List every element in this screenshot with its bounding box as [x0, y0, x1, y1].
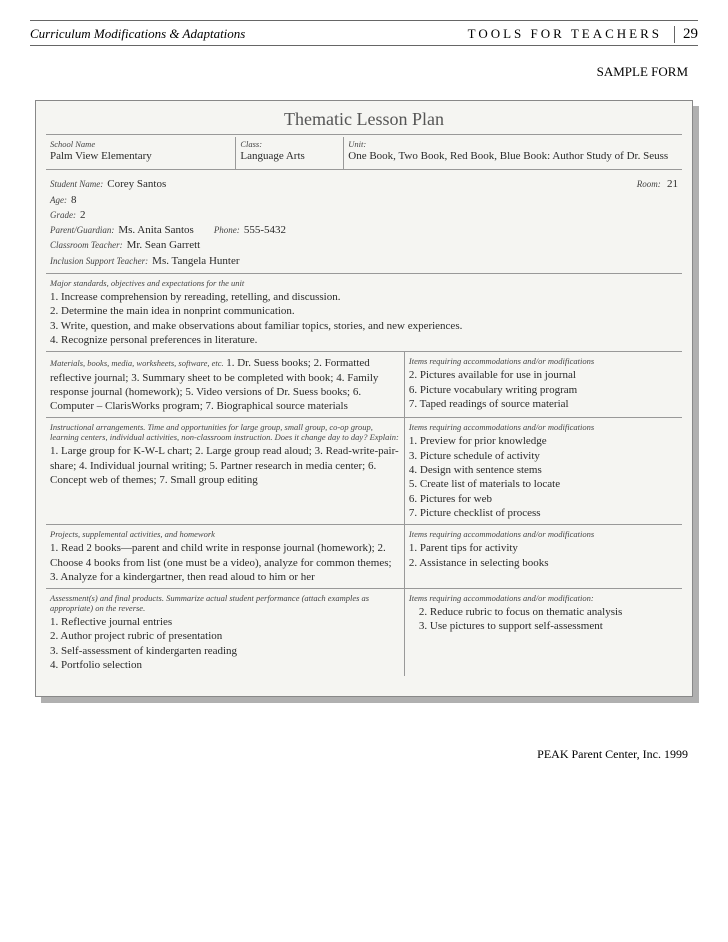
phone-label: Phone: [214, 225, 240, 235]
lesson-plan-form: Thematic Lesson Plan School Name Palm Vi… [35, 100, 693, 697]
standards-text: 1. Increase comprehension by rereading, … [50, 290, 678, 347]
assessment-right: Items requiring accommodations and/or mo… [405, 589, 682, 676]
room-label: Room: [637, 179, 661, 189]
student-info-block: Student Name: Corey Santos Room: 21 Age:… [46, 170, 682, 274]
standards-label: Major standards, objectives and expectat… [50, 278, 678, 288]
inclusion-line: Inclusion Support Teacher: Ms. Tangela H… [50, 254, 678, 268]
teacher-value: Mr. Sean Garrett [127, 238, 201, 252]
form-top-row: School Name Palm View Elementary Class: … [46, 137, 682, 170]
header-series-title: TOOLS FOR TEACHERS [468, 26, 670, 42]
parent-label: Parent/Guardian: [50, 225, 114, 235]
materials-left: Materials, books, media, worksheets, sof… [46, 352, 405, 417]
projects-text: 1. Read 2 books—parent and child write i… [50, 541, 400, 584]
age-line: Age: 8 [50, 193, 678, 207]
materials-label: Materials, books, media, worksheets, sof… [50, 358, 224, 368]
assessment-label: Assessment(s) and final products. Summar… [50, 593, 400, 613]
materials-right: Items requiring accommodations and/or mo… [405, 352, 682, 417]
materials-acc-text: 2. Pictures available for use in journal… [409, 368, 678, 411]
projects-section: Projects, supplemental activities, and h… [46, 525, 682, 589]
instructional-section: Instructional arrangements. Time and opp… [46, 418, 682, 525]
grade-label: Grade: [50, 210, 76, 220]
student-name-value: Corey Santos [107, 177, 166, 191]
page-number: 29 [674, 26, 698, 43]
grade-value: 2 [80, 208, 86, 222]
teacher-line: Classroom Teacher: Mr. Sean Garrett [50, 238, 678, 252]
school-value: Palm View Elementary [50, 150, 152, 162]
phone-value: 555-5432 [244, 223, 286, 237]
instructional-left: Instructional arrangements. Time and opp… [46, 418, 405, 524]
inclusion-label: Inclusion Support Teacher: [50, 256, 148, 266]
sample-form-label: SAMPLE FORM [30, 64, 688, 80]
student-name-label: Student Name: [50, 179, 103, 189]
materials-section: Materials, books, media, worksheets, sof… [46, 352, 682, 418]
projects-acc-text: 1. Parent tips for activity 2. Assistanc… [409, 541, 678, 570]
teacher-label: Classroom Teacher: [50, 240, 123, 250]
instructional-right: Items requiring accommodations and/or mo… [405, 418, 682, 524]
materials-acc-label: Items requiring accommodations and/or mo… [409, 356, 678, 366]
unit-value: One Book, Two Book, Red Book, Blue Book:… [348, 150, 668, 162]
class-cell: Class: Language Arts [235, 137, 343, 169]
inclusion-value: Ms. Tangela Hunter [152, 254, 239, 268]
unit-label: Unit: [348, 139, 678, 149]
room-value: 21 [667, 178, 678, 190]
projects-right: Items requiring accommodations and/or mo… [405, 525, 682, 588]
room-box: Room: 21 [637, 177, 678, 191]
parent-line: Parent/Guardian: Ms. Anita Santos Phone:… [50, 223, 678, 237]
assessment-left: Assessment(s) and final products. Summar… [46, 589, 405, 676]
projects-label: Projects, supplemental activities, and h… [50, 529, 400, 539]
assessment-text: 1. Reflective journal entries 2. Author … [50, 615, 400, 672]
unit-cell: Unit: One Book, Two Book, Red Book, Blue… [343, 137, 682, 169]
form-title: Thematic Lesson Plan [46, 109, 682, 135]
assessment-section: Assessment(s) and final products. Summar… [46, 589, 682, 676]
age-value: 8 [71, 193, 77, 207]
page-header: Curriculum Modifications & Adaptations T… [30, 24, 698, 46]
instructional-text: 1. Large group for K-W-L chart; 2. Large… [50, 444, 400, 487]
grade-line: Grade: 2 [50, 208, 678, 222]
projects-acc-label: Items requiring accommodations and/or mo… [409, 529, 678, 539]
assessment-acc-label: Items requiring accommodations and/or mo… [409, 593, 678, 603]
student-name-line: Student Name: Corey Santos Room: 21 [50, 177, 678, 191]
instructional-acc-text: 1. Preview for prior knowledge 3. Pictur… [409, 434, 678, 520]
assessment-acc-text: 2. Reduce rubric to focus on thematic an… [409, 605, 678, 634]
parent-value: Ms. Anita Santos [118, 223, 193, 237]
projects-left: Projects, supplemental activities, and h… [46, 525, 405, 588]
age-label: Age: [50, 195, 67, 205]
form-container: Thematic Lesson Plan School Name Palm Vi… [35, 100, 693, 697]
school-label: School Name [50, 139, 231, 149]
header-rule-top [30, 20, 698, 21]
class-label: Class: [240, 139, 339, 149]
class-value: Language Arts [240, 150, 304, 162]
header-section-title: Curriculum Modifications & Adaptations [30, 26, 468, 42]
page-footer: PEAK Parent Center, Inc. 1999 [30, 747, 688, 762]
school-cell: School Name Palm View Elementary [46, 137, 235, 169]
instructional-label: Instructional arrangements. Time and opp… [50, 422, 400, 442]
standards-section: Major standards, objectives and expectat… [46, 274, 682, 352]
instructional-acc-label: Items requiring accommodations and/or mo… [409, 422, 678, 432]
